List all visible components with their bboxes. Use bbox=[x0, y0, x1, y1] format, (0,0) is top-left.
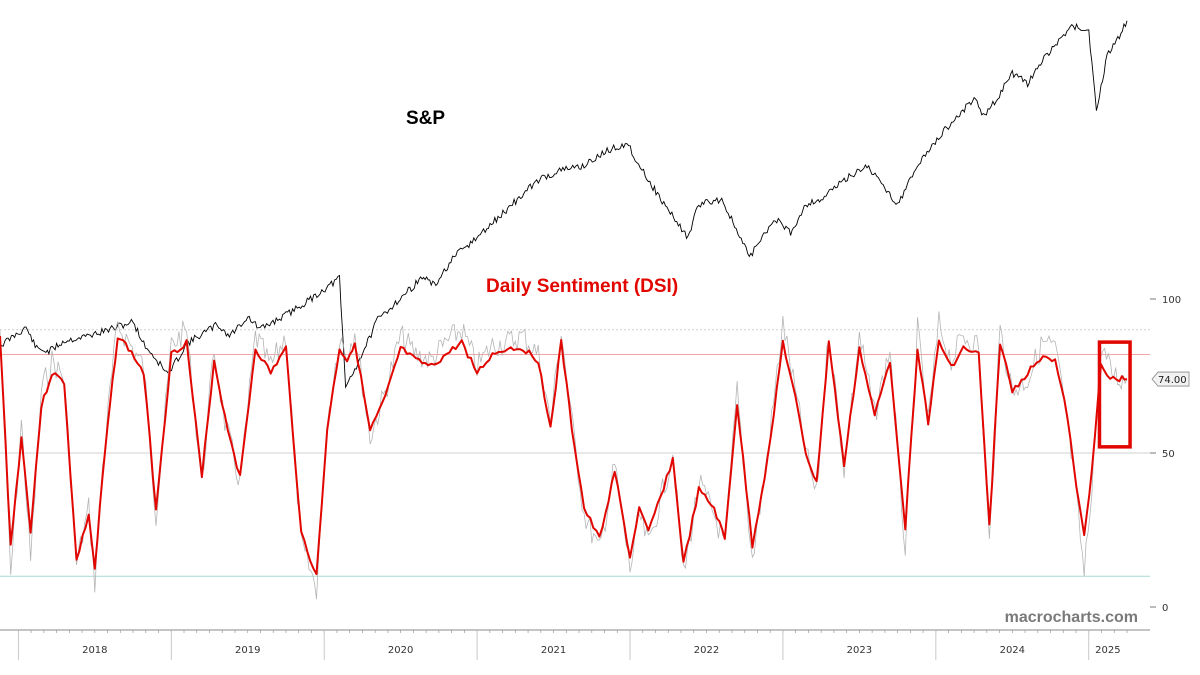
x-tick-label: 2024 bbox=[1000, 645, 1025, 656]
x-tick-label: 2019 bbox=[235, 645, 260, 656]
y-tick-label: 100 bbox=[1162, 295, 1181, 306]
y-tick-label: 0 bbox=[1162, 603, 1168, 614]
dsi-ma-line bbox=[0, 335, 1128, 576]
dsi-series bbox=[0, 311, 1128, 600]
x-tick-label: 2018 bbox=[82, 645, 107, 656]
last-value-marker bbox=[1151, 371, 1190, 387]
x-tick-label: 2021 bbox=[541, 645, 566, 656]
highlight-box bbox=[1097, 340, 1132, 449]
x-tick-label: 2023 bbox=[847, 645, 872, 656]
x-tick-label: 2022 bbox=[694, 645, 719, 656]
x-axis: 2018 2019 2020 2021 2022 2023 2024 2025 bbox=[0, 629, 1150, 660]
sp-label: S&P bbox=[406, 108, 445, 129]
y-tick-label: 50 bbox=[1162, 449, 1175, 460]
x-tick-label: 2025 bbox=[1095, 645, 1120, 656]
dsi-title: Daily Sentiment (DSI) bbox=[486, 276, 678, 297]
sp-series bbox=[0, 20, 1128, 389]
watermark: macrocharts.com bbox=[1005, 609, 1138, 626]
last-value-label: 74.00 bbox=[1158, 375, 1187, 386]
sp-line bbox=[0, 20, 1128, 389]
x-tick-label: 2020 bbox=[388, 645, 413, 656]
y-axis: 0 50 100 bbox=[1150, 295, 1181, 614]
highlight-box-rect bbox=[1097, 340, 1132, 449]
last-value-tag: 74.00 bbox=[1151, 371, 1190, 387]
